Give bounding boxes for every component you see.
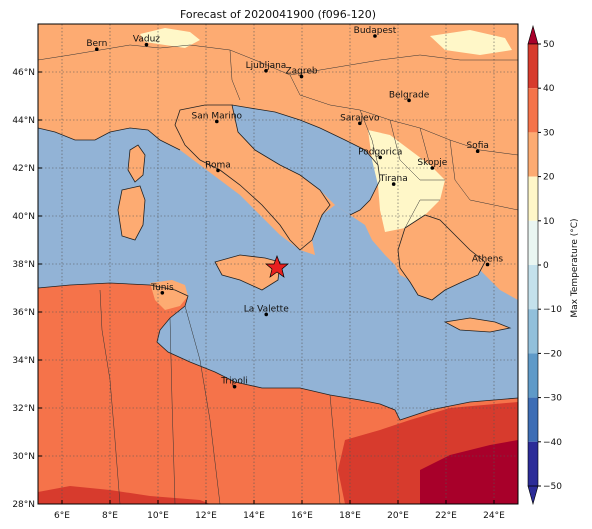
city-label: Belgrade	[389, 90, 430, 100]
city-dot	[358, 121, 362, 126]
coastlines	[38, 104, 518, 421]
city-dot	[299, 74, 304, 79]
x-tick-label: 6°E	[54, 511, 70, 521]
y-tick-label: 30°N	[12, 452, 35, 462]
x-tick-label: 16°E	[291, 511, 313, 521]
city-label: Sofia	[466, 141, 488, 151]
city-dot	[264, 312, 269, 317]
city-label: Bern	[86, 39, 107, 49]
italy-peninsula	[175, 105, 330, 250]
colorbar-extend-min	[527, 485, 539, 506]
city-dot	[378, 155, 383, 160]
city-label: Podgorica	[358, 147, 402, 157]
x-tick-label: 12°E	[195, 511, 217, 521]
city-label: Roma	[205, 160, 231, 170]
y-tick-label: 40°N	[12, 212, 35, 222]
colorbar: 50 40 30 20 10 0 −10 −20 −30 −40 −50	[527, 24, 562, 506]
city-label: Budapest	[354, 26, 397, 36]
y-tick-label: 42°N	[12, 164, 35, 174]
y-tick-label: 34°N	[12, 356, 35, 366]
colorbar-segment	[528, 309, 538, 354]
colorbar-segment	[528, 176, 538, 221]
city-dot	[430, 166, 435, 170]
x-tick-label: 20°E	[387, 511, 409, 521]
colorbar-tick-label: 50	[543, 40, 555, 50]
city-label: Skopje	[417, 158, 447, 168]
colorbar-tick-label: −50	[543, 482, 562, 492]
colorbar-tick-label: −20	[543, 349, 562, 359]
city-dot	[232, 384, 237, 389]
city-dot	[475, 149, 480, 153]
y-tick-label: 46°N	[12, 68, 35, 78]
city-label: Sarajevo	[340, 113, 380, 123]
colorbar-extend-max	[527, 24, 539, 45]
forecast-location-star	[265, 255, 289, 278]
city-dot	[215, 119, 219, 124]
city-dot	[160, 291, 165, 295]
sardinia	[118, 186, 145, 240]
alps-cool-zone	[140, 28, 200, 48]
north-cool-zone	[430, 30, 512, 55]
y-tick-label: 32°N	[12, 404, 35, 414]
city-dot	[264, 69, 268, 73]
x-tick-label: 14°E	[243, 511, 265, 521]
colorbar-segment	[528, 132, 538, 177]
colorbar-segment	[528, 265, 538, 310]
adriatic-sea	[232, 105, 380, 215]
x-tick-label: 18°E	[339, 511, 361, 521]
balkans-cool-zone	[368, 130, 445, 232]
colorbar-segment	[528, 397, 538, 442]
city-label: Tirana	[379, 174, 408, 184]
colorbar-tick-label: 30	[543, 128, 555, 138]
city-label: San Marino	[192, 111, 243, 121]
city-dot	[144, 42, 149, 47]
colorbar-tick-label: 10	[543, 217, 555, 227]
y-tick-label: 38°N	[12, 260, 35, 270]
colorbar-segment	[528, 441, 538, 486]
colorbar-segment	[528, 88, 538, 133]
y-tick-label: 28°N	[12, 500, 35, 510]
city-label: Ljubljana	[246, 61, 287, 71]
city-dot	[407, 98, 411, 103]
colorbar-segment	[528, 44, 538, 89]
x-tick-label: 22°E	[435, 511, 457, 521]
city-label: Zagreb	[285, 67, 317, 77]
city-dot	[391, 182, 396, 186]
colorbar-tick-label: −10	[543, 305, 562, 315]
colorbar-segment	[528, 220, 538, 265]
colorbar-tick-label: 0	[543, 261, 549, 271]
city-label: Tripoli	[220, 377, 248, 387]
map-plot-area	[38, 24, 518, 504]
tunisia	[150, 280, 188, 310]
x-tick-label: 10°E	[147, 511, 169, 521]
map-title: Forecast of 2020041900 (f096-120)	[179, 8, 377, 21]
city-dot	[373, 34, 377, 38]
x-tick-label: 8°E	[102, 511, 118, 521]
city-dot	[485, 262, 490, 267]
y-tick-label: 44°N	[12, 116, 35, 126]
x-tick-label: 24°E	[483, 511, 505, 521]
africa-hot-zone-west	[38, 486, 210, 504]
y-tick-label: 36°N	[12, 308, 35, 318]
colorbar-tick-label: 40	[543, 84, 555, 94]
colorbar-segment	[528, 353, 538, 398]
greece	[398, 215, 485, 300]
axis-ticks: 6°E 8°E 10°E 12°E 14°E 16°E 18°E 20°E 22°E 24°E 28…	[12, 68, 505, 521]
corsica	[128, 145, 145, 182]
city-label: Vaduz	[133, 35, 160, 45]
colorbar-label: Max Temperature (°C)	[570, 218, 580, 317]
city-label: La Valette	[244, 304, 289, 314]
city-dot	[216, 168, 220, 173]
country-borders	[38, 44, 518, 504]
colorbar-tick-label: 20	[543, 173, 555, 183]
city-dot	[95, 47, 99, 51]
colorbar-tick-label: −40	[543, 438, 562, 448]
city-label: Athens	[472, 254, 503, 264]
colorbar-tick-label: −30	[543, 394, 562, 404]
city-label: Tunis	[150, 283, 174, 293]
